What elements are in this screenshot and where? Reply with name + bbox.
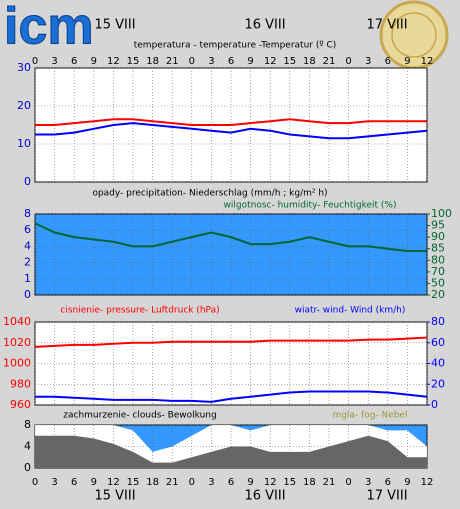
hour-label: 3 bbox=[51, 477, 57, 488]
hour-label: 3 bbox=[208, 56, 214, 67]
y-tick-label: 30 bbox=[17, 61, 31, 74]
hour-label: 0 bbox=[32, 477, 38, 488]
hour-label: 6 bbox=[71, 477, 77, 488]
y2-tick-label: 0 bbox=[431, 398, 438, 411]
hour-label: 6 bbox=[385, 56, 391, 67]
y-tick-label: 960 bbox=[10, 398, 31, 411]
y-tick-label: 1000 bbox=[3, 357, 31, 370]
y-tick-label: 20 bbox=[17, 99, 31, 112]
y2-tick-label: 20 bbox=[431, 377, 445, 390]
hour-label: 12 bbox=[107, 56, 120, 67]
hour-label: 12 bbox=[264, 56, 277, 67]
hour-label: 3 bbox=[208, 477, 214, 488]
hour-label: 9 bbox=[91, 56, 97, 67]
date-label: 15 VIII bbox=[94, 18, 135, 33]
y2-tick-label: 85 bbox=[431, 242, 445, 255]
series-line bbox=[35, 122, 428, 140]
hour-label: 18 bbox=[303, 56, 316, 67]
y-tick-label: 2 bbox=[24, 256, 31, 269]
y-tick-label: 0 bbox=[24, 175, 31, 188]
hour-label: 18 bbox=[146, 477, 159, 488]
hour-label: 21 bbox=[323, 477, 336, 488]
y-tick-label: 4 bbox=[24, 440, 31, 453]
panel-title: opady- precipitation- Niederschlag (mm/h… bbox=[92, 189, 327, 199]
series-line bbox=[34, 336, 428, 348]
y-tick-label: 0 bbox=[24, 288, 31, 301]
hour-label: 3 bbox=[51, 56, 57, 67]
y-tick-label: 8 bbox=[24, 418, 31, 431]
y-tick-label: 1020 bbox=[3, 336, 31, 349]
hour-label: 21 bbox=[166, 56, 179, 67]
y2-tick-label: 60 bbox=[431, 336, 445, 349]
hour-label: 0 bbox=[32, 56, 38, 67]
y-tick-label: 10 bbox=[17, 137, 31, 150]
panel-title: zachmurzenie- clouds- Bewolkung bbox=[63, 411, 216, 421]
hour-label: 15 bbox=[127, 477, 140, 488]
y2-tick-label: 80 bbox=[431, 315, 445, 328]
y2-tick-label: 20 bbox=[431, 288, 445, 301]
panel-title: temperatura - temperature -Temperatur (º… bbox=[134, 41, 337, 51]
plot-area bbox=[34, 213, 428, 296]
panel-annotation: mgla- fog- Nebel bbox=[332, 411, 407, 421]
hour-label: 12 bbox=[421, 56, 434, 67]
hour-label: 21 bbox=[323, 56, 336, 67]
y-tick-label: 0 bbox=[24, 461, 31, 474]
hour-label: 15 bbox=[283, 477, 296, 488]
date-label: 16 VIII bbox=[244, 489, 285, 504]
hour-label: 0 bbox=[189, 56, 195, 67]
hour-label: 3 bbox=[365, 477, 371, 488]
y2-tick-label: 95 bbox=[431, 219, 445, 232]
hour-label: 21 bbox=[166, 477, 179, 488]
hour-label: 15 bbox=[127, 56, 140, 67]
y-tick-label: 6 bbox=[24, 223, 31, 236]
hour-label: 6 bbox=[228, 477, 234, 488]
series-line bbox=[35, 390, 428, 403]
y-tick-label: 980 bbox=[10, 377, 31, 390]
hour-label: 6 bbox=[228, 56, 234, 67]
hour-label: 9 bbox=[247, 477, 253, 488]
hour-label: 12 bbox=[421, 477, 434, 488]
y-tick-label: 8 bbox=[24, 207, 31, 220]
logo: icm bbox=[4, 0, 94, 56]
y-tick-label: 4 bbox=[24, 239, 31, 252]
series-line bbox=[35, 118, 427, 126]
hour-label: 12 bbox=[107, 477, 120, 488]
series-line bbox=[34, 222, 427, 253]
series-area bbox=[35, 435, 427, 468]
hour-label: 9 bbox=[404, 477, 410, 488]
hour-label: 0 bbox=[345, 477, 351, 488]
panel-y2label: wiatr- wind- Wind (km/h) bbox=[295, 306, 406, 316]
y2-tick-label: 80 bbox=[431, 253, 445, 266]
hour-label: 12 bbox=[264, 477, 277, 488]
hour-label: 18 bbox=[146, 56, 159, 67]
hour-label: 15 bbox=[283, 56, 296, 67]
y2-tick-label: 50 bbox=[431, 276, 445, 289]
hour-label: 3 bbox=[365, 56, 371, 67]
y2-tick-label: 70 bbox=[431, 265, 445, 278]
hour-label: 0 bbox=[345, 56, 351, 67]
hour-label: 9 bbox=[404, 56, 410, 67]
date-label: 16 VIII bbox=[244, 18, 285, 33]
y2-tick-label: 40 bbox=[431, 357, 445, 370]
panel-y2label: wilgotnosc- humidity- Feuchtigkeit (%) bbox=[224, 201, 397, 211]
hour-label: 0 bbox=[189, 477, 195, 488]
seal-ring bbox=[391, 12, 437, 58]
date-label: 17 VIII bbox=[366, 18, 407, 33]
hour-label: 9 bbox=[91, 477, 97, 488]
hour-label: 6 bbox=[71, 56, 77, 67]
date-label: 17 VIII bbox=[366, 489, 407, 504]
date-label: 15 VIII bbox=[94, 489, 135, 504]
y-tick-label: 1 bbox=[24, 272, 31, 285]
y-tick-label: 1040 bbox=[3, 315, 31, 328]
hour-label: 9 bbox=[247, 56, 253, 67]
y2-tick-label: 100 bbox=[431, 207, 452, 220]
y2-tick-label: 90 bbox=[431, 230, 445, 243]
hour-label: 18 bbox=[303, 477, 316, 488]
hour-label: 6 bbox=[385, 477, 391, 488]
panel-ylabel: cisnienie- pressure- Luftdruck (hPa) bbox=[60, 306, 219, 316]
